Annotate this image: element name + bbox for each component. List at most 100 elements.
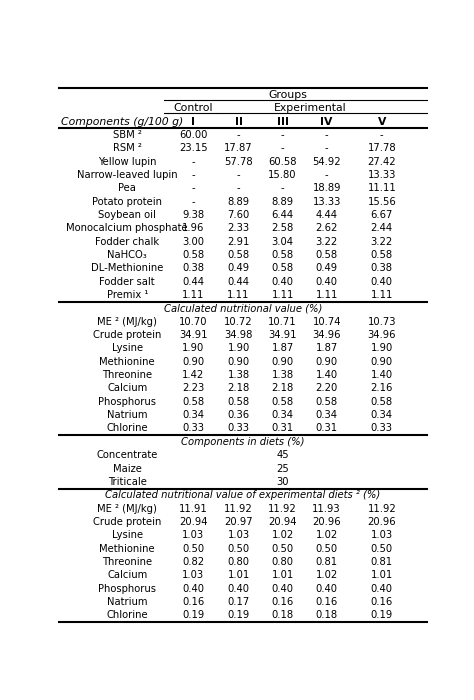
Text: -: - [191,157,195,167]
Text: 1.11: 1.11 [228,290,250,300]
Text: 2.58: 2.58 [272,223,294,233]
Text: 0.31: 0.31 [316,424,338,433]
Text: Monocalcium phosphate: Monocalcium phosphate [66,223,188,233]
Text: 11.92: 11.92 [268,503,297,514]
Text: 11.11: 11.11 [367,183,396,193]
Text: 2.62: 2.62 [316,223,338,233]
Text: 27.42: 27.42 [367,157,396,167]
Text: 0.18: 0.18 [316,610,338,620]
Text: 1.90: 1.90 [371,344,393,354]
Text: Crude protein: Crude protein [93,517,162,527]
Text: 1.90: 1.90 [228,344,250,354]
Text: 0.80: 0.80 [228,557,249,567]
Text: Triticale: Triticale [108,477,146,486]
Text: 0.58: 0.58 [182,250,204,260]
Text: 0.36: 0.36 [228,410,250,420]
Text: 1.38: 1.38 [228,370,250,380]
Text: 0.90: 0.90 [272,357,294,367]
Text: 1.11: 1.11 [371,290,393,300]
Text: Methionine: Methionine [100,357,155,367]
Text: 45: 45 [276,450,289,460]
Text: Fodder chalk: Fodder chalk [95,237,159,246]
Text: 11.92: 11.92 [367,503,396,514]
Text: 11.92: 11.92 [224,503,253,514]
Text: 2.20: 2.20 [316,384,338,393]
Text: Components in diets (%): Components in diets (%) [181,437,305,447]
Text: 1.87: 1.87 [272,344,294,354]
Text: -: - [191,183,195,193]
Text: 3.22: 3.22 [316,237,338,246]
Text: 0.58: 0.58 [272,397,294,407]
Text: 1.03: 1.03 [371,530,393,540]
Text: Calcium: Calcium [107,384,147,393]
Text: 0.58: 0.58 [182,397,204,407]
Text: Fodder salt: Fodder salt [100,276,155,287]
Text: 0.90: 0.90 [316,357,338,367]
Text: 1.38: 1.38 [272,370,294,380]
Text: 0.50: 0.50 [272,544,294,554]
Text: III: III [277,117,289,127]
Text: 0.50: 0.50 [182,544,204,554]
Text: Calculated nutritional value of experimental diets ² (%): Calculated nutritional value of experime… [105,490,381,500]
Text: Threonine: Threonine [102,557,152,567]
Text: 0.33: 0.33 [371,424,393,433]
Text: 0.40: 0.40 [272,584,293,594]
Text: Crude protein: Crude protein [93,330,162,340]
Text: Threonine: Threonine [102,370,152,380]
Text: Calculated nutritional value (%): Calculated nutritional value (%) [164,303,322,314]
Text: 0.58: 0.58 [316,250,338,260]
Text: 0.17: 0.17 [228,597,250,607]
Text: 0.58: 0.58 [371,397,393,407]
Text: 3.00: 3.00 [182,237,204,246]
Text: 1.03: 1.03 [182,530,204,540]
Text: -: - [325,170,328,180]
Text: 2.91: 2.91 [228,237,250,246]
Text: -: - [380,130,383,140]
Text: 20.96: 20.96 [312,517,341,527]
Text: Concentrate: Concentrate [97,450,158,460]
Text: 0.90: 0.90 [182,357,204,367]
Text: 13.33: 13.33 [312,197,341,206]
Text: Potato protein: Potato protein [92,197,162,206]
Text: 34.96: 34.96 [312,330,341,340]
Text: 0.58: 0.58 [272,263,294,274]
Text: 6.44: 6.44 [272,210,294,220]
Text: -: - [237,130,240,140]
Text: 25: 25 [276,463,289,473]
Text: 1.01: 1.01 [228,570,250,580]
Text: Yellow lupin: Yellow lupin [98,157,156,167]
Text: 57.78: 57.78 [224,157,253,167]
Text: Lysine: Lysine [112,344,143,354]
Text: Pea: Pea [118,183,136,193]
Text: 2.33: 2.33 [228,223,250,233]
Text: -: - [281,144,284,153]
Text: Experimental: Experimental [274,104,346,113]
Text: 0.50: 0.50 [371,544,393,554]
Text: 1.02: 1.02 [272,530,294,540]
Text: 0.18: 0.18 [272,610,294,620]
Text: 3.04: 3.04 [272,237,293,246]
Text: Groups: Groups [268,90,307,100]
Text: 18.89: 18.89 [312,183,341,193]
Text: V: V [378,117,386,127]
Text: 2.44: 2.44 [371,223,393,233]
Text: 9.38: 9.38 [182,210,204,220]
Text: 0.16: 0.16 [316,597,338,607]
Text: 34.91: 34.91 [268,330,297,340]
Text: Lysine: Lysine [112,530,143,540]
Text: 0.49: 0.49 [316,263,338,274]
Text: 0.44: 0.44 [228,276,249,287]
Text: 1.87: 1.87 [316,344,338,354]
Text: Chlorine: Chlorine [106,424,148,433]
Text: 0.34: 0.34 [316,410,337,420]
Text: 2.16: 2.16 [371,384,393,393]
Text: 13.33: 13.33 [368,170,396,180]
Text: 0.40: 0.40 [182,584,204,594]
Text: 0.49: 0.49 [228,263,250,274]
Text: 1.02: 1.02 [316,530,338,540]
Text: ME ² (MJ/kg): ME ² (MJ/kg) [97,503,157,514]
Text: Maize: Maize [113,463,142,473]
Text: 0.40: 0.40 [272,276,293,287]
Text: 1.11: 1.11 [316,290,338,300]
Text: 34.91: 34.91 [179,330,208,340]
